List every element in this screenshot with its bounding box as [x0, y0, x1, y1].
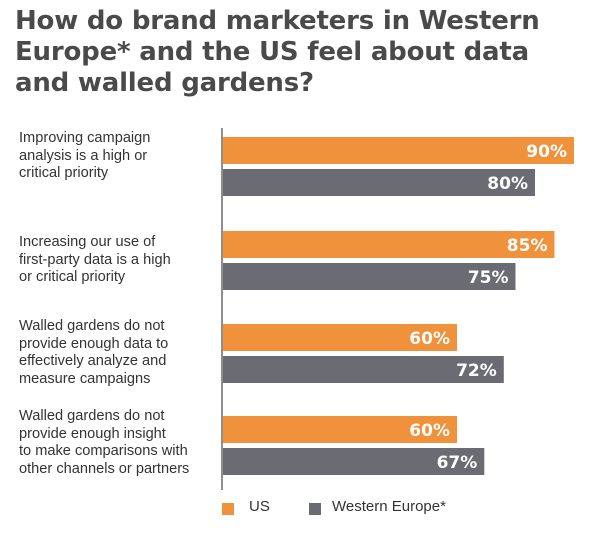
category-label-line: measure campaigns: [19, 370, 151, 387]
bar-us-2: [223, 231, 555, 258]
bar-value-label-western-europe-4: 67%: [437, 453, 478, 473]
bar-value-label-western-europe-2: 75%: [468, 268, 509, 288]
bar-value-label-western-europe-3: 72%: [456, 361, 497, 381]
bar-us-3: [223, 324, 457, 351]
category-label-line: to make comparisons with: [19, 443, 188, 459]
category-label-line: Walled gardens do not: [19, 408, 165, 424]
legend-swatch-western-europe: [309, 503, 321, 515]
category-label-line: provide enough insight: [19, 425, 166, 442]
category-label-2: Increasing our use of first-party data is…: [19, 234, 219, 287]
category-label-line: first-party data is a high: [19, 251, 171, 268]
bar-us-4: [223, 416, 457, 443]
legend-label-us: US: [249, 498, 270, 515]
category-label-line: analysis is a high or: [19, 147, 148, 164]
category-label-1: Improving campaign analysis is a high or c…: [19, 130, 219, 183]
bar-value-label-us-1: 90%: [526, 142, 567, 162]
bar-western-europe-3: [223, 356, 504, 383]
chart-title: How do brand marketers in Western Europe…: [15, 6, 540, 98]
bar-us-1: [223, 137, 574, 164]
category-label-3: Walled gardens do not provide enough data…: [19, 318, 219, 388]
category-label-line: Increasing our use of: [19, 234, 156, 250]
legend-swatch-us: [222, 503, 234, 515]
bar-western-europe-4: [223, 448, 485, 475]
category-label-line: or critical priority: [19, 269, 126, 285]
bar-value-label-us-2: 85%: [507, 236, 548, 256]
category-label-line: critical priority: [19, 165, 109, 181]
bar-western-europe-1: [223, 169, 535, 196]
bar-value-label-us-4: 60%: [409, 421, 450, 441]
category-label-line: provide enough data to: [19, 335, 169, 352]
bar-value-label-western-europe-1: 80%: [487, 174, 528, 194]
category-label-line: Improving campaign: [19, 130, 151, 146]
category-label-4: Walled gardens do not provide enough insi…: [19, 408, 219, 478]
category-label-line: effectively analyze and: [19, 353, 167, 369]
category-label-line: Walled gardens do not: [19, 318, 165, 334]
bar-value-label-us-3: 60%: [409, 329, 450, 349]
legend-label-western-europe: Western Europe*: [332, 498, 446, 515]
bar-western-europe-2: [223, 263, 516, 290]
category-label-line: other channels or partners: [19, 460, 190, 477]
